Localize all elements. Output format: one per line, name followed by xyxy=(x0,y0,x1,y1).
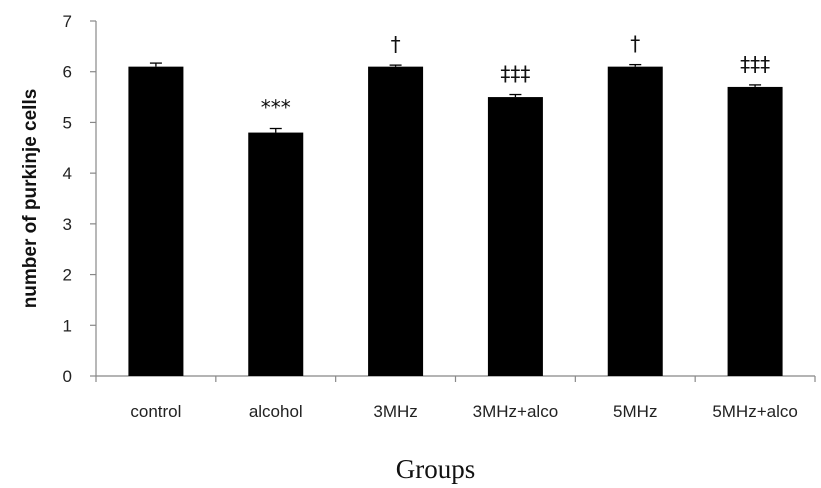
y-tick-label: 5 xyxy=(63,113,72,132)
x-tick-label: 5MHz+alco xyxy=(712,402,798,421)
bar-5mhz xyxy=(607,66,663,377)
significance-marker: † xyxy=(391,32,401,56)
x-axis-label: Groups xyxy=(396,454,476,484)
significance-marker: *** xyxy=(261,96,291,120)
x-tick-label: 5MHz xyxy=(613,402,657,421)
bar-5mhz-alco xyxy=(727,86,783,376)
x-tick-label: 3MHz+alco xyxy=(473,402,559,421)
bar-3mhz-alco xyxy=(487,97,543,377)
x-tick-label: alcohol xyxy=(249,402,303,421)
bar-alcohol xyxy=(248,132,304,376)
y-axis-label: number of purkinje cells xyxy=(20,89,41,309)
bar-series xyxy=(128,66,783,377)
significance-marker: ‡‡‡ xyxy=(740,52,770,76)
significance-markers: *** † ‡‡‡ † ‡‡‡ xyxy=(261,32,770,120)
bar-control xyxy=(128,66,184,377)
x-tick-label: control xyxy=(130,402,181,421)
category-labels: control alcohol 3MHz 3MHz+alco 5MHz 5MHz+alco xyxy=(130,402,797,421)
y-tick-label: 7 xyxy=(63,12,72,31)
y-axis-ticks: 0 1 2 3 4 5 6 7 xyxy=(63,12,96,386)
y-tick-label: 2 xyxy=(63,266,72,285)
y-tick-label: 4 xyxy=(63,164,72,183)
significance-marker: † xyxy=(630,32,640,56)
y-tick-label: 3 xyxy=(63,215,72,234)
y-tick-label: 0 xyxy=(63,367,72,386)
x-tick-label: 3MHz xyxy=(373,402,417,421)
y-tick-label: 1 xyxy=(63,316,72,335)
significance-marker: ‡‡‡ xyxy=(500,62,530,86)
error-bars xyxy=(149,62,762,133)
bar-3mhz xyxy=(368,66,424,377)
y-tick-label: 6 xyxy=(63,63,72,82)
x-axis-ticks xyxy=(95,376,816,382)
